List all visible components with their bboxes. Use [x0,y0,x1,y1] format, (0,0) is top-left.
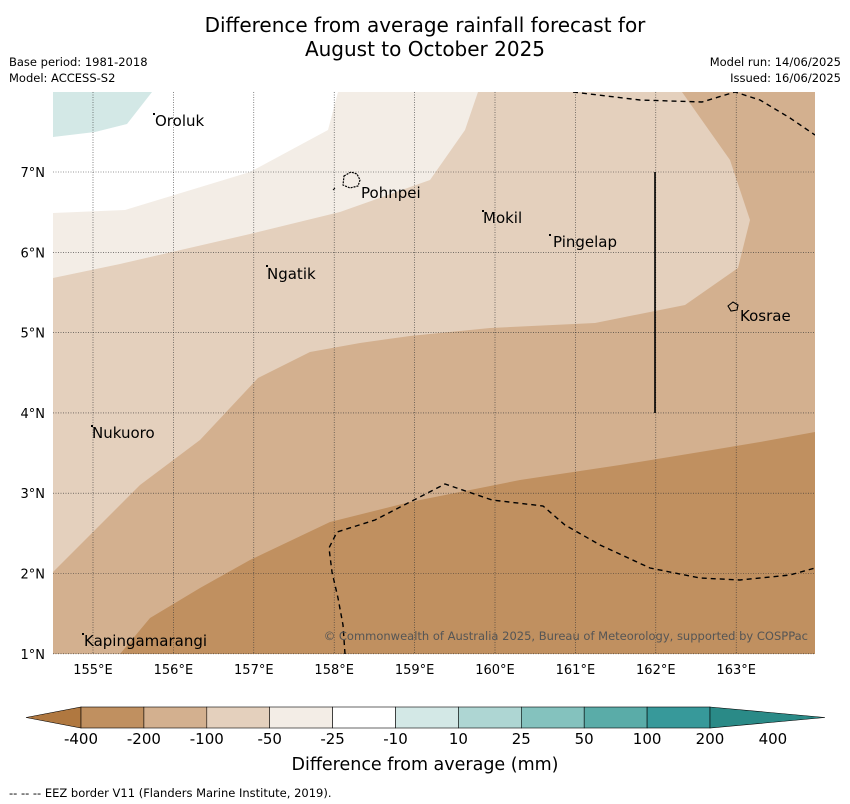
lat-tick-label: 2°N [21,568,46,583]
colorbar-tick-label: 25 [511,730,531,748]
issued-date: Issued: 16/06/2025 [730,71,841,85]
colorbar-tick-label: 200 [695,730,725,748]
graticule [53,92,815,655]
band-minus200 [120,432,815,654]
lat-tick-label: 7°N [21,166,46,181]
label-ngatik: Ngatik [267,265,316,283]
lon-tick-label: 160°E [475,663,515,678]
title-line-2: August to October 2025 [304,37,546,61]
rainfall-contours [53,92,815,654]
colorbar-swatch [458,706,522,729]
meta-left: Base period: 1981-2018 Model: ACCESS-S2 [9,54,148,86]
colorbar-tick-label: -100 [189,730,224,748]
longitude-labels: 155°E 156°E 157°E 158°E 159°E 160°E 161°E 162°E… [73,663,756,678]
colorbar-tick-label: -400 [63,730,99,748]
colorbar-swatch [80,706,145,729]
lon-tick-label: 157°E [234,663,274,678]
colorbar-tick-label: -25 [320,730,345,748]
eez-footnote: -- -- -- EEZ border V11 (Flanders Marine… [9,786,332,800]
eez-border-south [328,483,815,654]
atoll-markers [82,113,551,635]
label-pohnpei: Pohnpei [361,184,421,202]
pohnpei-island [342,171,361,189]
colorbar-swatch [583,706,648,729]
colorbar-tick-label: -200 [126,730,161,748]
colorbar-swatch [646,706,711,729]
kapingamarangi-marker [82,633,84,635]
band-plus10 [53,92,152,137]
label-kapingamarangi: Kapingamarangi [84,632,207,650]
colorbar-swatch [206,706,271,729]
model-name: Model: ACCESS-S2 [9,71,116,85]
label-oroluk: Oroluk [155,112,204,130]
lat-tick-label: 1°N [21,648,46,663]
colorbar-swatch [395,706,459,729]
colorbar-extend-high [709,706,826,729]
eez-borders [328,92,815,654]
colorbar-tick-label: 10 [448,730,468,748]
lat-tick-label: 3°N [21,487,46,502]
oroluk-marker [153,113,155,115]
colorbar-tick-label: 50 [574,730,594,748]
latitude-labels: 7°N 6°N 5°N 4°N 3°N 2°N 1°N [21,166,46,663]
colorbar-swatch [143,706,208,729]
meta-right: Model run: 14/06/2025 Issued: 16/06/2025 [710,54,841,86]
lon-tick-label: 155°E [73,663,113,678]
lon-tick-label: 156°E [154,663,194,678]
lon-tick-label: 161°E [556,663,596,678]
colorbar-swatch [269,706,333,729]
lon-tick-label: 162°E [636,663,676,678]
model-run: Model run: 14/06/2025 [709,55,841,69]
ngatik-marker [266,265,268,267]
lat-tick-label: 4°N [21,407,46,422]
colorbar-title: Difference from average (mm) [291,755,559,775]
label-nukuoro: Nukuoro [92,424,155,442]
colorbar-tick-label: 400 [758,730,788,748]
lat-tick-label: 6°N [21,246,46,261]
chart-title: Difference from average rainfall forecas… [0,13,850,61]
label-mokil: Mokil [483,209,522,227]
pingelap-marker [549,234,551,236]
kosrae-island [727,301,739,312]
colorbar-tick-label: -50 [257,730,282,748]
lon-tick-label: 159°E [395,663,435,678]
eez-border-north [572,92,815,136]
lat-tick-label: 5°N [21,327,46,342]
label-kosrae: Kosrae [740,307,791,325]
colorbar-extend-low [25,706,82,729]
label-pingelap: Pingelap [553,233,617,251]
lon-tick-label: 163°E [716,663,756,678]
nukuoro-marker [91,425,93,427]
ant-atoll [332,187,336,191]
colorbar-swatch [332,706,396,729]
colorbar-swatch [520,706,585,729]
colorbar [25,706,826,729]
copyright-text: © Commonwealth of Australia 2025, Bureau… [324,629,808,643]
mokil-marker [482,210,484,212]
title-line-1: Difference from average rainfall forecas… [204,13,646,37]
base-period: Base period: 1981-2018 [9,55,148,69]
colorbar-tick-label: -10 [383,730,408,748]
colorbar-tick-label: 100 [632,730,662,748]
lon-tick-label: 158°E [314,663,354,678]
